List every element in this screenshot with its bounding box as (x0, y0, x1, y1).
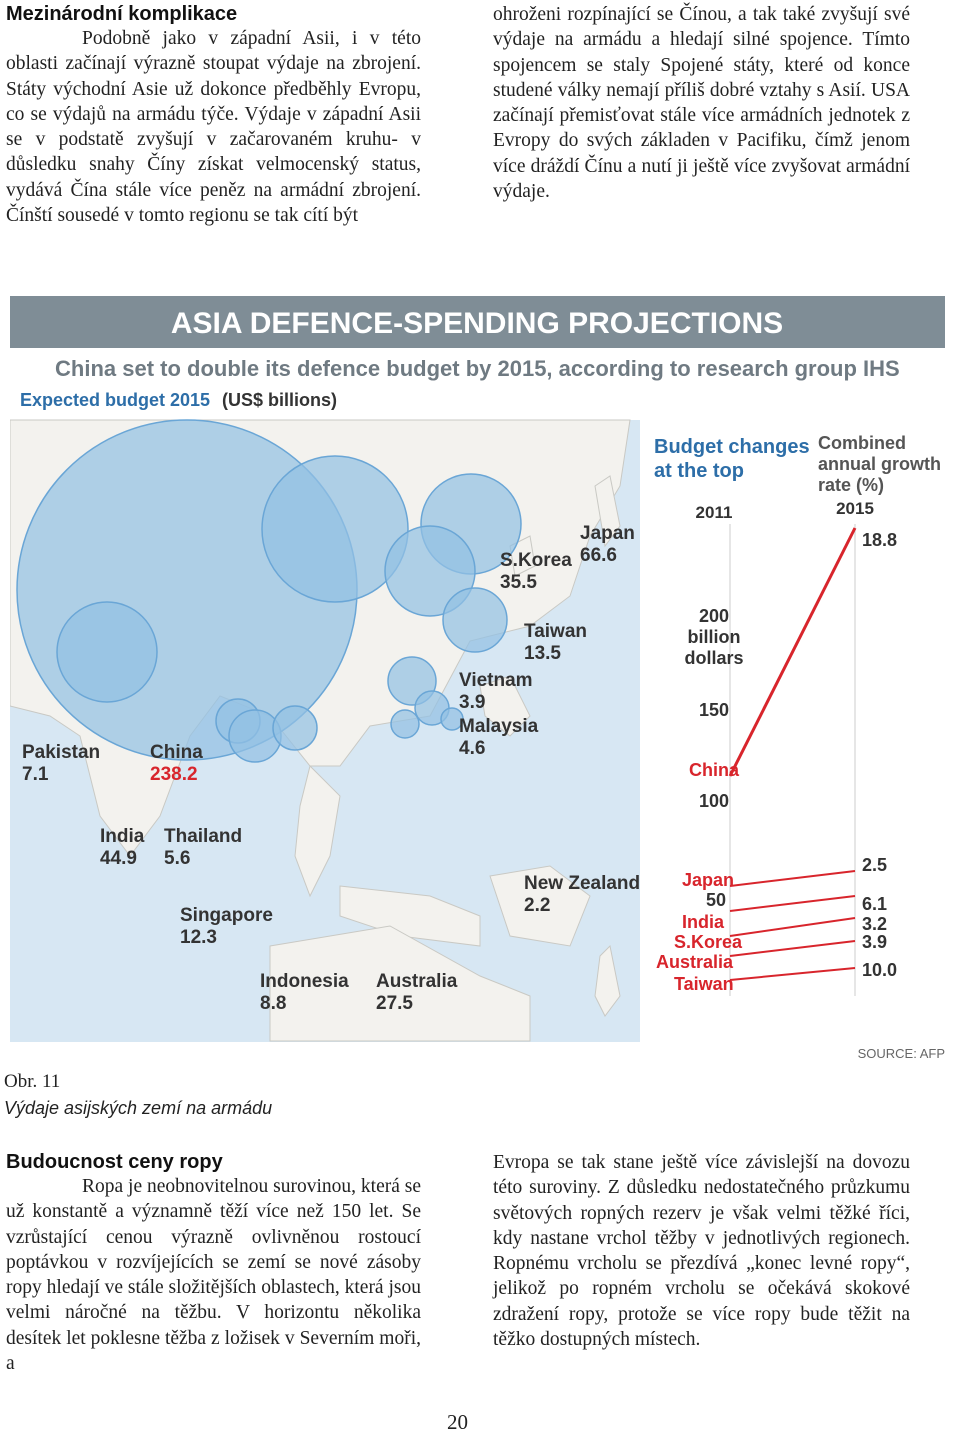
bubble-india (261, 455, 409, 603)
china-rate: 18.8 (862, 530, 897, 550)
label-japan: Japan (580, 523, 635, 544)
budget-bubbles (16, 419, 522, 763)
value-new-zealand: 2.2 (524, 895, 550, 916)
value-thailand: 5.6 (164, 848, 190, 869)
figure-caption: Výdaje asijských zemí na armádu (4, 1098, 273, 1118)
label-australia: Australia (376, 971, 458, 992)
section2-heading: Budoucnost ceny ropy (6, 1151, 223, 1173)
year-start: 2011 (696, 503, 733, 522)
section2-right-text: Evropa se tak stane ještě více závislejš… (493, 1152, 910, 1351)
japan-rate: 2.5 (862, 855, 887, 875)
page-number: 20 (447, 1410, 468, 1434)
panel-scale: 200 billion dollars 150 China 100 (684, 606, 743, 811)
scale-billion: billion (688, 627, 741, 647)
infographic-banner (10, 296, 945, 348)
panel-rates: 18.8 2.5 6.1 3.2 3.9 10.0 Japan 50 India… (656, 530, 897, 994)
value-vietnam: 3.9 (459, 692, 485, 713)
australia-rate: 3.9 (862, 932, 887, 952)
defence-spending-infographic: ASIA DEFENCE-SPENDING PROJECTIONS China … (10, 296, 945, 1061)
tick-150: 150 (699, 700, 729, 720)
section1-left-text: Podobně jako v západní Asii, i v této ob… (6, 28, 421, 227)
budget-label: Expected budget 2015 (20, 390, 210, 410)
section1-left-column: Mezinárodní komplikace Podobně jako v zá… (6, 2, 421, 228)
value-s-korea: 35.5 (500, 572, 537, 593)
taiwan-trend-line (729, 967, 856, 981)
figure-number: Obr. 11 (4, 1071, 61, 1092)
budget-changes-panel (640, 420, 945, 1042)
value-australia: 27.5 (376, 993, 413, 1014)
bubble-pakistan (56, 601, 158, 703)
china-trend-line (728, 527, 857, 777)
value-indonesia: 8.8 (260, 993, 286, 1014)
skorea-rate: 3.2 (862, 914, 887, 934)
value-india: 44.9 (100, 848, 137, 869)
label-malaysia: Malaysia (459, 716, 539, 737)
scale-200: 200 (699, 606, 729, 626)
label-pakistan: Pakistan (22, 742, 100, 763)
panel-title-line2: at the top (654, 460, 744, 482)
japan-trend-line (729, 870, 856, 887)
section1-heading: Mezinárodní komplikace (6, 3, 238, 25)
india-trend-line (729, 895, 856, 912)
panel-skorea-label: S.Korea (674, 932, 743, 952)
label-thailand: Thailand (164, 826, 242, 847)
label-singapore: Singapore (180, 905, 273, 926)
label-india: India (100, 826, 145, 847)
value-japan: 66.6 (580, 545, 617, 566)
australia-trend-line (729, 940, 856, 957)
infographic-title: ASIA DEFENCE-SPENDING PROJECTIONS (171, 307, 783, 340)
panel-taiwan-label: Taiwan (674, 974, 734, 994)
section2-left-text: Ropa je neobnovitelnou surovinou, která … (6, 1176, 422, 1375)
panel-india-label: India (682, 912, 725, 932)
value-taiwan: 13.5 (524, 643, 561, 664)
panel-china-label: China (689, 760, 740, 780)
section1-right-column: ohroženi rozpínající se Čínou, a tak tak… (493, 2, 910, 204)
panel-header: Budget changes at the top Combined annua… (654, 433, 941, 522)
panel-australia-label: Australia (656, 952, 734, 972)
skorea-trend-line (729, 917, 856, 937)
section1-right-text: ohroženi rozpínající se Čínou, a tak tak… (493, 4, 910, 203)
label-taiwan: Taiwan (524, 621, 587, 642)
value-singapore: 12.3 (180, 927, 217, 948)
india-rate: 6.1 (862, 894, 887, 914)
label-s-korea: S.Korea (500, 550, 572, 571)
taiwan-rate: 10.0 (862, 960, 897, 980)
section2-left-column: Budoucnost ceny ropy Ropa je neobnovitel… (6, 1150, 421, 1376)
panel-title-line1: Budget changes (654, 436, 810, 458)
bubble-vietnam (390, 709, 420, 739)
bubble-indonesia (272, 705, 318, 751)
budget-unit: (US$ billions) (222, 390, 337, 410)
panel-japan-label: Japan (682, 870, 734, 890)
label-vietnam: Vietnam (459, 670, 533, 691)
bubble-s-korea (384, 525, 476, 617)
source-label: SOURCE: AFP (858, 1046, 945, 1061)
infographic-subtitle: China set to double its defence budget b… (55, 356, 900, 381)
label-indonesia: Indonesia (260, 971, 349, 992)
tick-100: 100 (699, 791, 729, 811)
scale-dollars: dollars (684, 648, 743, 668)
label-china: China (150, 742, 203, 763)
panel-japan-50: 50 (706, 890, 726, 910)
year-end: 2015 (836, 499, 874, 518)
rate-title-line3: rate (%) (818, 475, 884, 495)
bubble-new-zealand (440, 707, 464, 731)
bubble-singapore (228, 709, 282, 763)
label-new-zealand: New Zealand (524, 873, 640, 894)
section2-right-column: Evropa se tak stane ještě více závislejš… (493, 1150, 910, 1352)
country-labels: Pakistan 7.1 China 238.2 India 44.9 Thai… (22, 523, 640, 1014)
value-china: 238.2 (150, 764, 198, 785)
value-pakistan: 7.1 (22, 764, 49, 785)
rate-title-line1: Combined (818, 433, 906, 453)
bubble-taiwan (442, 587, 508, 653)
value-malaysia: 4.6 (459, 738, 485, 759)
rate-title-line2: annual growth (818, 454, 941, 474)
